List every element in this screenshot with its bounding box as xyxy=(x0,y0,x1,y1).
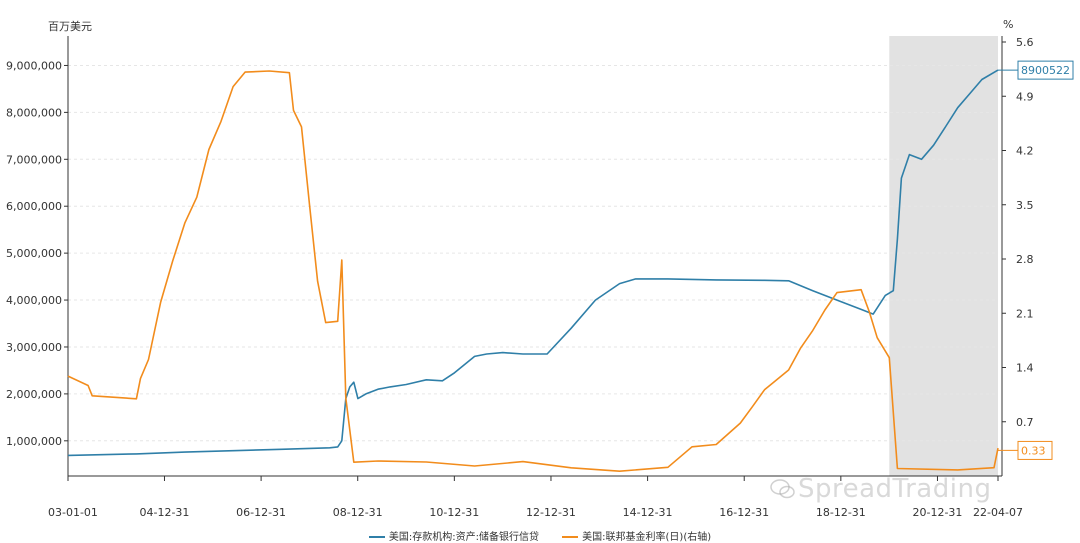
series-line-reserve-credit xyxy=(67,69,999,457)
y-right-tick-label: 4.9 xyxy=(1016,90,1034,103)
y-right-tick-label: 0.7 xyxy=(1016,416,1034,429)
end-label-box xyxy=(1017,60,1074,80)
y-left-tick-label: 8,000,000 xyxy=(6,106,62,119)
legend-swatch-blue xyxy=(368,536,385,538)
x-tick-label: 18-12-31 xyxy=(816,506,866,519)
y-right-tick-label: 2.8 xyxy=(1016,253,1034,266)
y-right-tick-label: 2.1 xyxy=(1016,307,1034,320)
shaded-period xyxy=(889,36,998,476)
y-right-tick-label: 3.5 xyxy=(1016,199,1034,212)
x-tick-label: 20-12-31 xyxy=(912,506,962,519)
x-tick-label: 10-12-31 xyxy=(429,506,479,519)
end-labels: 8900522 0.33 xyxy=(998,60,1074,460)
end-label-value: 0.33 xyxy=(1021,444,1046,457)
y-right-tick-label: 1.4 xyxy=(1016,362,1034,375)
y-left-tick-label: 6,000,000 xyxy=(6,200,62,213)
legend-label-orange: 美国:联邦基金利率(日)(右轴) xyxy=(582,532,712,543)
y-left-tick-label: 3,000,000 xyxy=(6,341,62,354)
legend-item-blue[interactable]: 美国:存款机构:资产:储备银行信贷 xyxy=(368,528,539,543)
x-tick-label: 16-12-31 xyxy=(719,506,769,519)
end-label-box xyxy=(1017,440,1053,460)
wechat-icon xyxy=(770,479,795,499)
watermark-text: SpreadTrading xyxy=(798,474,992,504)
series-line-fed-funds-rate xyxy=(67,70,999,472)
series-lines xyxy=(67,69,999,472)
y-left-tick-label: 9,000,000 xyxy=(6,59,62,72)
x-tick-label: 04-12-31 xyxy=(140,506,190,519)
y-left-tick-label: 2,000,000 xyxy=(6,388,62,401)
right-axis-unit: % xyxy=(1003,18,1014,31)
y-right-tick-label: 4.2 xyxy=(1016,145,1034,158)
x-tick-label: 03-01-01 xyxy=(48,506,98,519)
y-left-tick-label: 5,000,000 xyxy=(6,247,62,260)
x-tick-label: 22-04-07 xyxy=(973,506,1023,519)
y-right-tick-label: 5.6 xyxy=(1016,36,1034,49)
legend-label-blue: 美国:存款机构:资产:储备银行信贷 xyxy=(388,532,539,543)
y-left-tick-label: 1,000,000 xyxy=(6,435,62,448)
grid-lines xyxy=(68,64,998,442)
y-left-tick-label: 4,000,000 xyxy=(6,294,62,307)
x-tick-label: 12-12-31 xyxy=(526,506,576,519)
legend-swatch-orange xyxy=(562,536,579,538)
y-left-tick-label: 7,000,000 xyxy=(6,153,62,166)
legend-item-orange[interactable]: 美国:联邦基金利率(日)(右轴) xyxy=(562,528,711,543)
end-label-value: 8900522 xyxy=(1021,64,1070,77)
axes: 1,000,000 2,000,000 3,000,000 4,000,000 5,00… xyxy=(6,36,1034,519)
left-axis-unit: 百万美元 xyxy=(48,20,92,33)
shaded-period-rect xyxy=(889,36,998,476)
x-tick-label: 06-12-31 xyxy=(236,506,286,519)
legend: 美国:存款机构:资产:储备银行信贷 美国:联邦基金利率(日)(右轴) xyxy=(0,528,1080,543)
x-tick-label: 14-12-31 xyxy=(623,506,673,519)
x-tick-label: 08-12-31 xyxy=(333,506,383,519)
